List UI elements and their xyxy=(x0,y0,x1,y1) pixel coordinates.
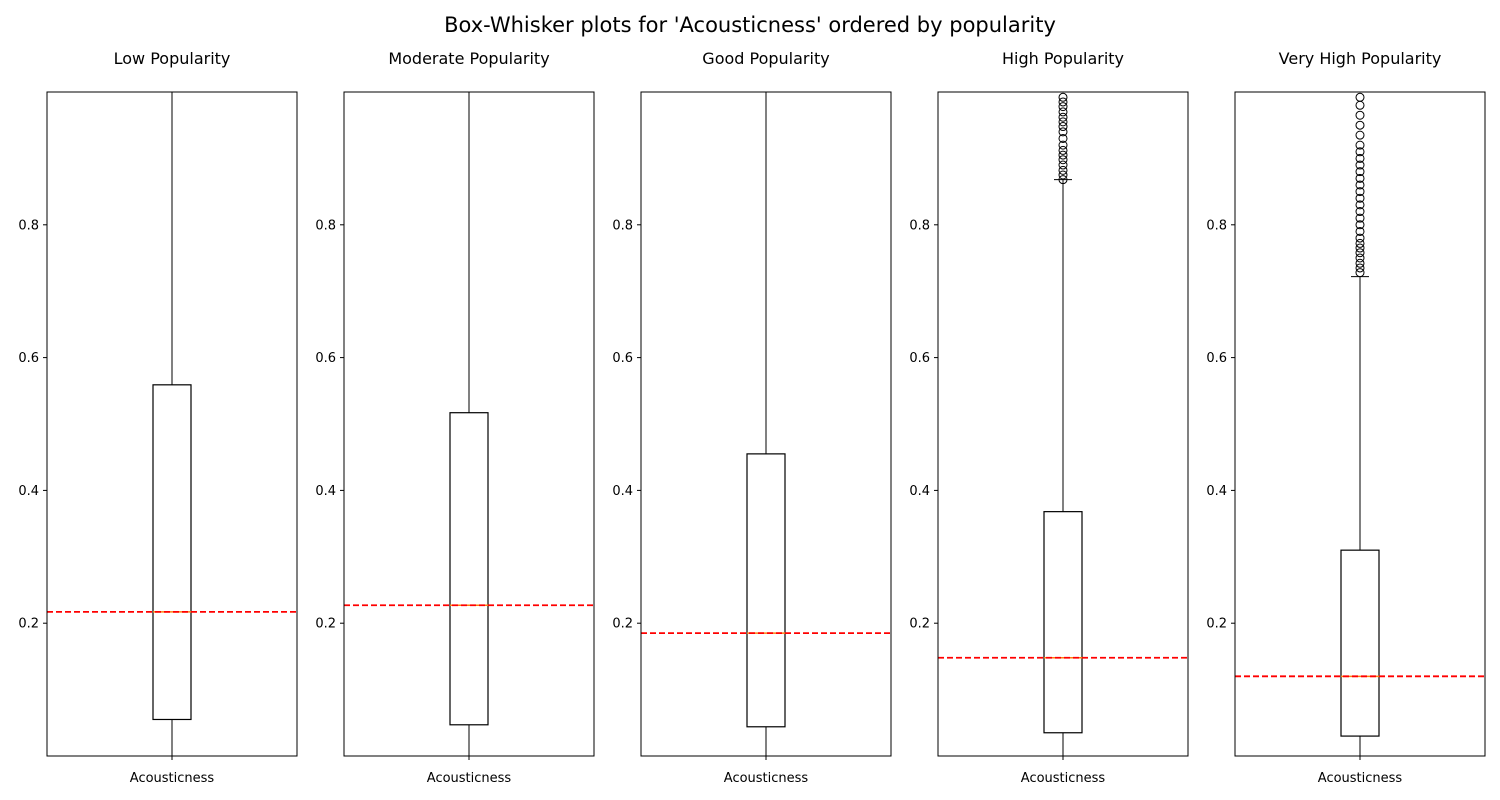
outlier-point xyxy=(1058,92,1068,102)
x-tick-label: Acousticness xyxy=(1318,771,1403,786)
outlier-point xyxy=(1355,160,1365,170)
y-tick-label: 0.6 xyxy=(18,351,39,366)
outlier-point xyxy=(1058,117,1068,127)
outlier-point xyxy=(1058,175,1068,185)
outlier-point xyxy=(1355,153,1365,163)
y-tick-label: 0.8 xyxy=(315,218,336,233)
axes-frame xyxy=(46,91,298,757)
boxplot-panel-3: Good Popularity 0.2 0.4 0.6 0.8 Acousticness xyxy=(612,49,892,786)
boxplot-panel-5: Very High Popularity 0.2 0.4 0.6 0.8 Acoustic… xyxy=(1206,49,1486,786)
y-tick-label: 0.6 xyxy=(612,351,633,366)
outlier-point xyxy=(1355,207,1365,217)
outlier-point xyxy=(1058,170,1068,180)
outlier-point xyxy=(1058,140,1068,150)
x-tick-label: Acousticness xyxy=(427,771,512,786)
panels-group: Low Popularity0.20.40.60.8AcousticnessMo… xyxy=(18,49,1486,786)
outlier-point xyxy=(1058,122,1068,132)
outlier-point xyxy=(1355,130,1365,140)
outlier-point xyxy=(1058,102,1068,112)
outlier-point xyxy=(1355,248,1365,258)
boxplot-panel-2: Moderate Popularity 0.2 0.4 0.6 0.8 Acousticn… xyxy=(315,49,595,786)
y-tick-label: 0.8 xyxy=(1206,218,1227,233)
iqr-box xyxy=(746,453,786,728)
outlier-point xyxy=(1355,147,1365,157)
y-tick-label: 0.2 xyxy=(1206,617,1227,632)
y-tick-label: 0.6 xyxy=(1206,351,1227,366)
outlier-point xyxy=(1355,263,1365,273)
outlier-point xyxy=(1058,133,1068,143)
outlier-point xyxy=(1058,97,1068,107)
boxplot-panel-4: High Popularity 0.2 0.4 0.6 0.8 Acousticness xyxy=(909,49,1189,786)
iqr-box xyxy=(152,384,192,721)
outlier-point xyxy=(1355,180,1365,190)
outlier-point xyxy=(1355,100,1365,110)
boxplot-panel-1: Low Popularity 0.2 0.4 0.6 0.8 Acousticness xyxy=(18,49,298,786)
outlier-point xyxy=(1355,258,1365,268)
panel-title: Good Popularity xyxy=(702,49,829,68)
outlier-point xyxy=(1355,233,1365,243)
axes-frame xyxy=(937,91,1189,757)
y-tick-label: 0.2 xyxy=(315,617,336,632)
y-tick-label: 0.4 xyxy=(315,484,336,499)
panel-title: High Popularity xyxy=(1002,49,1124,68)
outlier-point xyxy=(1355,253,1365,263)
outlier-point xyxy=(1355,120,1365,130)
x-tick-label: Acousticness xyxy=(1021,771,1106,786)
outlier-point xyxy=(1355,200,1365,210)
outlier-point xyxy=(1355,110,1365,120)
outlier-point xyxy=(1058,145,1068,155)
outlier-point xyxy=(1355,140,1365,150)
y-tick-label: 0.4 xyxy=(18,484,39,499)
outlier-point xyxy=(1355,167,1365,177)
axes-frame xyxy=(1234,91,1486,757)
outlier-point xyxy=(1058,127,1068,137)
y-tick-label: 0.4 xyxy=(612,484,633,499)
outlier-point xyxy=(1058,155,1068,165)
y-tick-label: 0.8 xyxy=(909,218,930,233)
y-tick-label: 0.8 xyxy=(18,218,39,233)
outlier-point xyxy=(1058,160,1068,170)
outlier-point xyxy=(1355,193,1365,203)
outlier-point xyxy=(1355,187,1365,197)
outlier-point xyxy=(1355,226,1365,236)
outlier-point xyxy=(1058,107,1068,117)
iqr-box xyxy=(1043,511,1083,734)
y-tick-label: 0.2 xyxy=(612,617,633,632)
panel-title: Low Popularity xyxy=(114,49,231,68)
panel-title: Moderate Popularity xyxy=(388,49,549,68)
y-tick-label: 0.4 xyxy=(909,484,930,499)
outlier-point xyxy=(1355,220,1365,230)
panel-title: Very High Popularity xyxy=(1279,49,1442,68)
x-tick-label: Acousticness xyxy=(130,771,215,786)
outlier-point xyxy=(1058,112,1068,122)
y-tick-label: 0.8 xyxy=(612,218,633,233)
y-tick-label: 0.6 xyxy=(315,351,336,366)
y-tick-label: 0.2 xyxy=(909,617,930,632)
outlier-point xyxy=(1355,268,1365,278)
iqr-box xyxy=(449,412,489,726)
outlier-point xyxy=(1355,213,1365,223)
y-tick-label: 0.4 xyxy=(1206,484,1227,499)
outlier-point xyxy=(1058,165,1068,175)
figure-suptitle: Box-Whisker plots for 'Acousticness' ord… xyxy=(444,13,1056,37)
iqr-box xyxy=(1340,549,1380,737)
x-tick-label: Acousticness xyxy=(724,771,809,786)
axes-frame xyxy=(343,91,595,757)
outlier-point xyxy=(1355,173,1365,183)
y-tick-label: 0.6 xyxy=(909,351,930,366)
outlier-point xyxy=(1355,92,1365,102)
outlier-point xyxy=(1355,238,1365,248)
outlier-point xyxy=(1355,243,1365,253)
outlier-point xyxy=(1058,150,1068,160)
y-tick-label: 0.2 xyxy=(18,617,39,632)
axes-frame xyxy=(640,91,892,757)
